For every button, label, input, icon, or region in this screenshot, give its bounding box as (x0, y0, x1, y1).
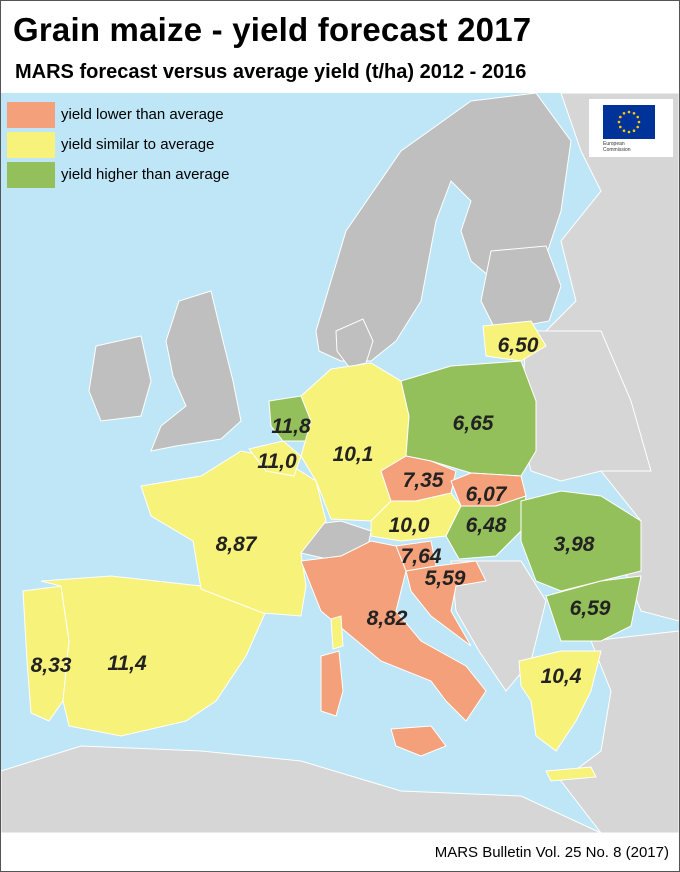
value-spain: 11,4 (107, 652, 147, 675)
value-france: 8,87 (216, 533, 258, 556)
value-slovenia: 7,64 (401, 545, 442, 568)
land-ireland (88, 335, 152, 422)
eu-flag-icon (603, 105, 655, 139)
country-croatia (405, 560, 487, 647)
footer: MARS Bulletin Vol. 25 No. 8 (2017) (1, 833, 679, 871)
land-turkey (560, 630, 679, 833)
eu-logo: European Commission (589, 99, 673, 157)
value-belgium: 11,0 (257, 450, 297, 473)
value-hungary: 6,48 (466, 514, 507, 537)
country-france (140, 450, 327, 617)
land-north-africa (1, 745, 602, 833)
legend-swatch-similar (7, 132, 55, 158)
value-portugal: 8,33 (31, 654, 72, 677)
land-baltics-north (480, 245, 562, 332)
value-romania: 3,98 (554, 533, 595, 556)
country-bulgaria (545, 575, 642, 642)
value-greece: 10,4 (541, 665, 582, 688)
land-scandinavia (315, 93, 572, 362)
map-subtitle: MARS forecast versus average yield (t/ha… (15, 61, 527, 83)
country-italy-sardinia (320, 650, 344, 717)
country-france-corsica (330, 615, 344, 650)
source-credit: MARS Bulletin Vol. 25 No. 8 (2017) (434, 844, 669, 861)
land-uk (150, 290, 242, 452)
value-croatia: 5,59 (425, 567, 466, 590)
country-italy (300, 540, 487, 722)
value-poland: 6,65 (453, 412, 494, 435)
value-italy: 8,82 (367, 607, 408, 630)
europe-map: 6,50 6,65 11,8 11,0 10,1 7,35 6,07 10,0 … (1, 93, 679, 833)
country-italy-sicily (390, 725, 447, 757)
map-title: Grain maize - yield forecast 2017 (13, 11, 532, 48)
value-netherlands: 11,8 (271, 415, 311, 438)
legend-label: yield similar to average (61, 136, 215, 153)
country-belgium (248, 440, 302, 477)
legend-swatch-higher (7, 162, 55, 188)
value-bulgaria: 6,59 (570, 597, 611, 620)
country-romania (520, 490, 642, 592)
country-greece (518, 650, 602, 752)
value-lithuania: 6,50 (498, 334, 539, 357)
country-lithuania (482, 320, 547, 362)
eu-logo-text: Commission (603, 147, 631, 153)
value-slovakia: 6,07 (466, 483, 508, 506)
legend-label: yield lower than average (61, 106, 224, 123)
value-czechia: 7,35 (403, 469, 444, 492)
country-greece-crete (545, 766, 597, 782)
header: Grain maize - yield forecast 2017 MARS f… (1, 1, 679, 93)
legend-swatch-lower (7, 102, 55, 128)
eu-logo-text: European (603, 141, 625, 147)
legend-label: yield higher than average (61, 166, 230, 183)
value-germany: 10,1 (333, 443, 374, 466)
land-balkans-nonEU (450, 560, 547, 692)
value-austria: 10,0 (389, 514, 430, 537)
land-denmark (335, 318, 374, 368)
